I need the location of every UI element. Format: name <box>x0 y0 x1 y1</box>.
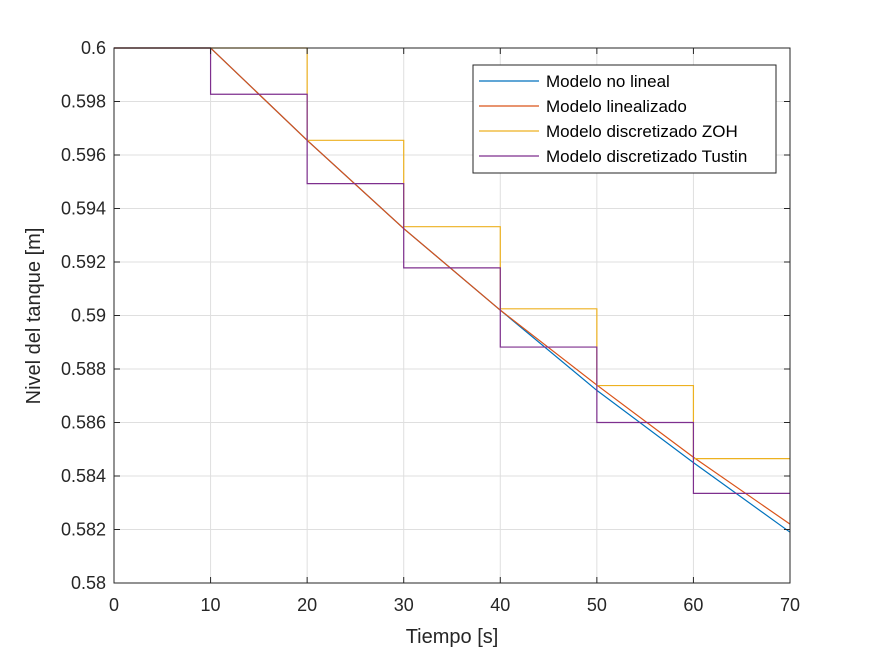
legend: Modelo no lineal Modelo linealizado Modelo… <box>472 64 777 174</box>
y-tick-label: 0.6 <box>81 38 106 58</box>
y-tick-label: 0.592 <box>61 252 106 272</box>
x-tick-label: 70 <box>780 595 800 615</box>
x-tick-label: 60 <box>683 595 703 615</box>
x-axis-label: Tiempo [s] <box>406 626 499 648</box>
y-tick-label: 0.588 <box>61 359 106 379</box>
x-tick-label: 40 <box>490 595 510 615</box>
x-tick-label: 50 <box>587 595 607 615</box>
legend-label: Modelo no lineal <box>546 72 670 91</box>
y-tick-labels: 0.58 0.582 0.584 0.586 0.588 0.59 0.592 0.594 0.… <box>61 38 106 593</box>
y-tick-label: 0.594 <box>61 199 106 219</box>
legend-label: Modelo linealizado <box>546 97 687 116</box>
legend-label: Modelo discretizado ZOH <box>546 122 738 141</box>
x-tick-label: 10 <box>201 595 221 615</box>
y-tick-label: 0.59 <box>71 306 106 326</box>
x-tick-labels: 0 10 20 30 40 50 60 70 <box>109 595 800 615</box>
y-tick-label: 0.584 <box>61 466 106 486</box>
x-tick-label: 0 <box>109 595 119 615</box>
series-line-2 <box>114 47 791 525</box>
y-tick-label: 0.586 <box>61 413 106 433</box>
legend-box <box>472 64 777 174</box>
legend-label: Modelo discretizado Tustin <box>546 147 747 166</box>
y-tick-label: 0.582 <box>61 520 106 540</box>
x-tick-label: 30 <box>394 595 414 615</box>
y-axis-label: Nivel del tanque [m] <box>23 228 45 405</box>
series-line-4 <box>114 47 790 494</box>
y-tick-label: 0.598 <box>61 92 106 112</box>
ticks <box>113 47 791 584</box>
x-tick-label: 20 <box>297 595 317 615</box>
y-tick-label: 0.596 <box>61 145 106 165</box>
y-tick-label: 0.58 <box>71 573 106 593</box>
